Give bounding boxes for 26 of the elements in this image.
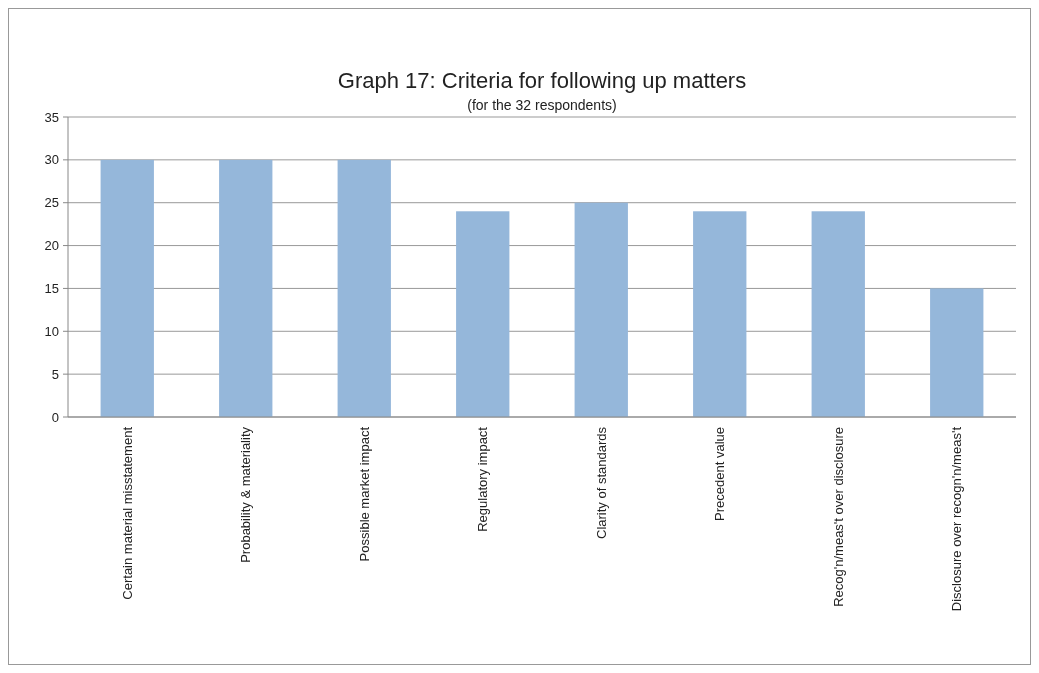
x-tick-label: Precedent value — [712, 427, 728, 521]
x-tick-label: Clarity of standards — [593, 426, 609, 539]
bar — [693, 211, 747, 417]
bar — [930, 288, 984, 417]
y-tick-label: 20 — [44, 238, 59, 254]
x-tick-label: Recog'n/meas't over disclosure — [830, 427, 846, 607]
y-tick-label: 25 — [44, 195, 59, 211]
bar — [811, 211, 865, 417]
bar — [100, 159, 154, 417]
bar — [574, 202, 628, 417]
x-tick-label: Disclosure over recogn'n/meas't — [949, 426, 965, 612]
y-tick-label: 35 — [44, 109, 59, 125]
x-tick-label: Certain material misstatement — [119, 426, 135, 600]
x-tick-label: Possible market impact — [356, 426, 372, 562]
y-tick-label: 5 — [51, 366, 59, 382]
bar — [219, 159, 273, 417]
chart-subtitle: (for the 32 respondents) — [467, 97, 617, 113]
y-tick-label: 10 — [44, 323, 59, 339]
chart-title: Graph 17: Criteria for following up matters — [337, 68, 747, 93]
bar — [456, 211, 510, 417]
x-tick-label: Regulatory impact — [475, 426, 491, 532]
x-tick-label: Probability & materiality — [238, 426, 254, 563]
y-tick-label: 0 — [51, 409, 59, 425]
y-tick-label: 15 — [44, 280, 59, 296]
y-tick-label: 30 — [44, 152, 59, 168]
bar — [337, 159, 391, 417]
